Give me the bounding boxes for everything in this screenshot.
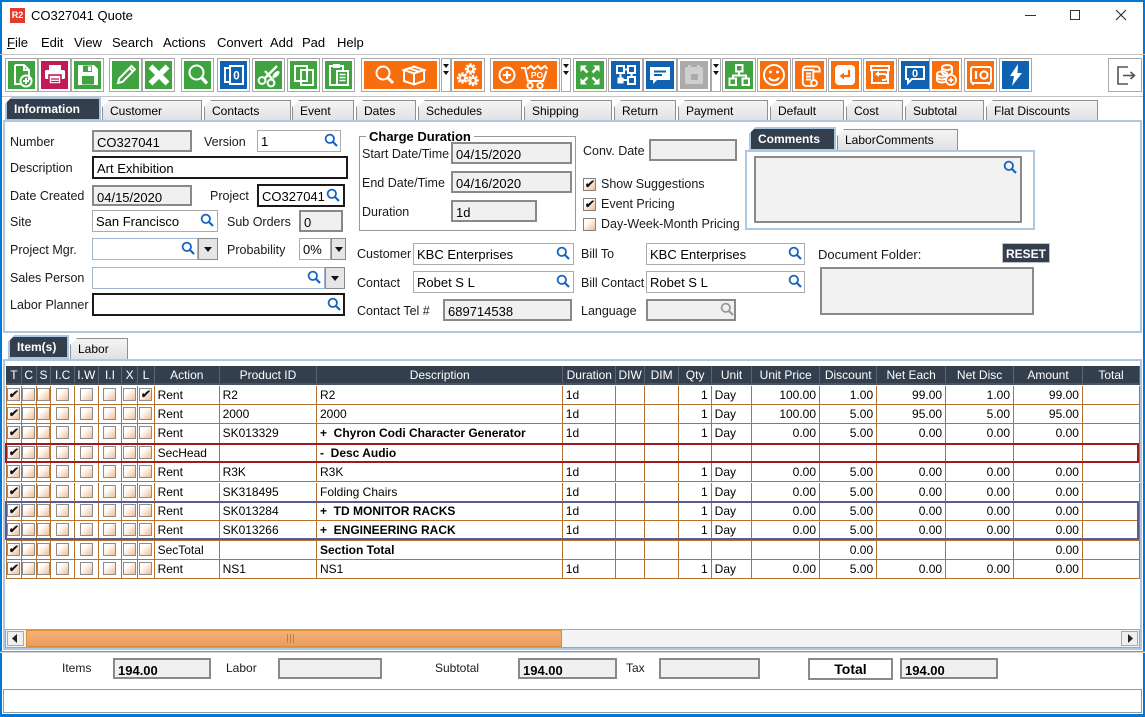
svg-text:0: 0 (912, 68, 918, 80)
svg-text:0: 0 (233, 71, 239, 83)
svg-text:PO: PO (531, 70, 544, 80)
